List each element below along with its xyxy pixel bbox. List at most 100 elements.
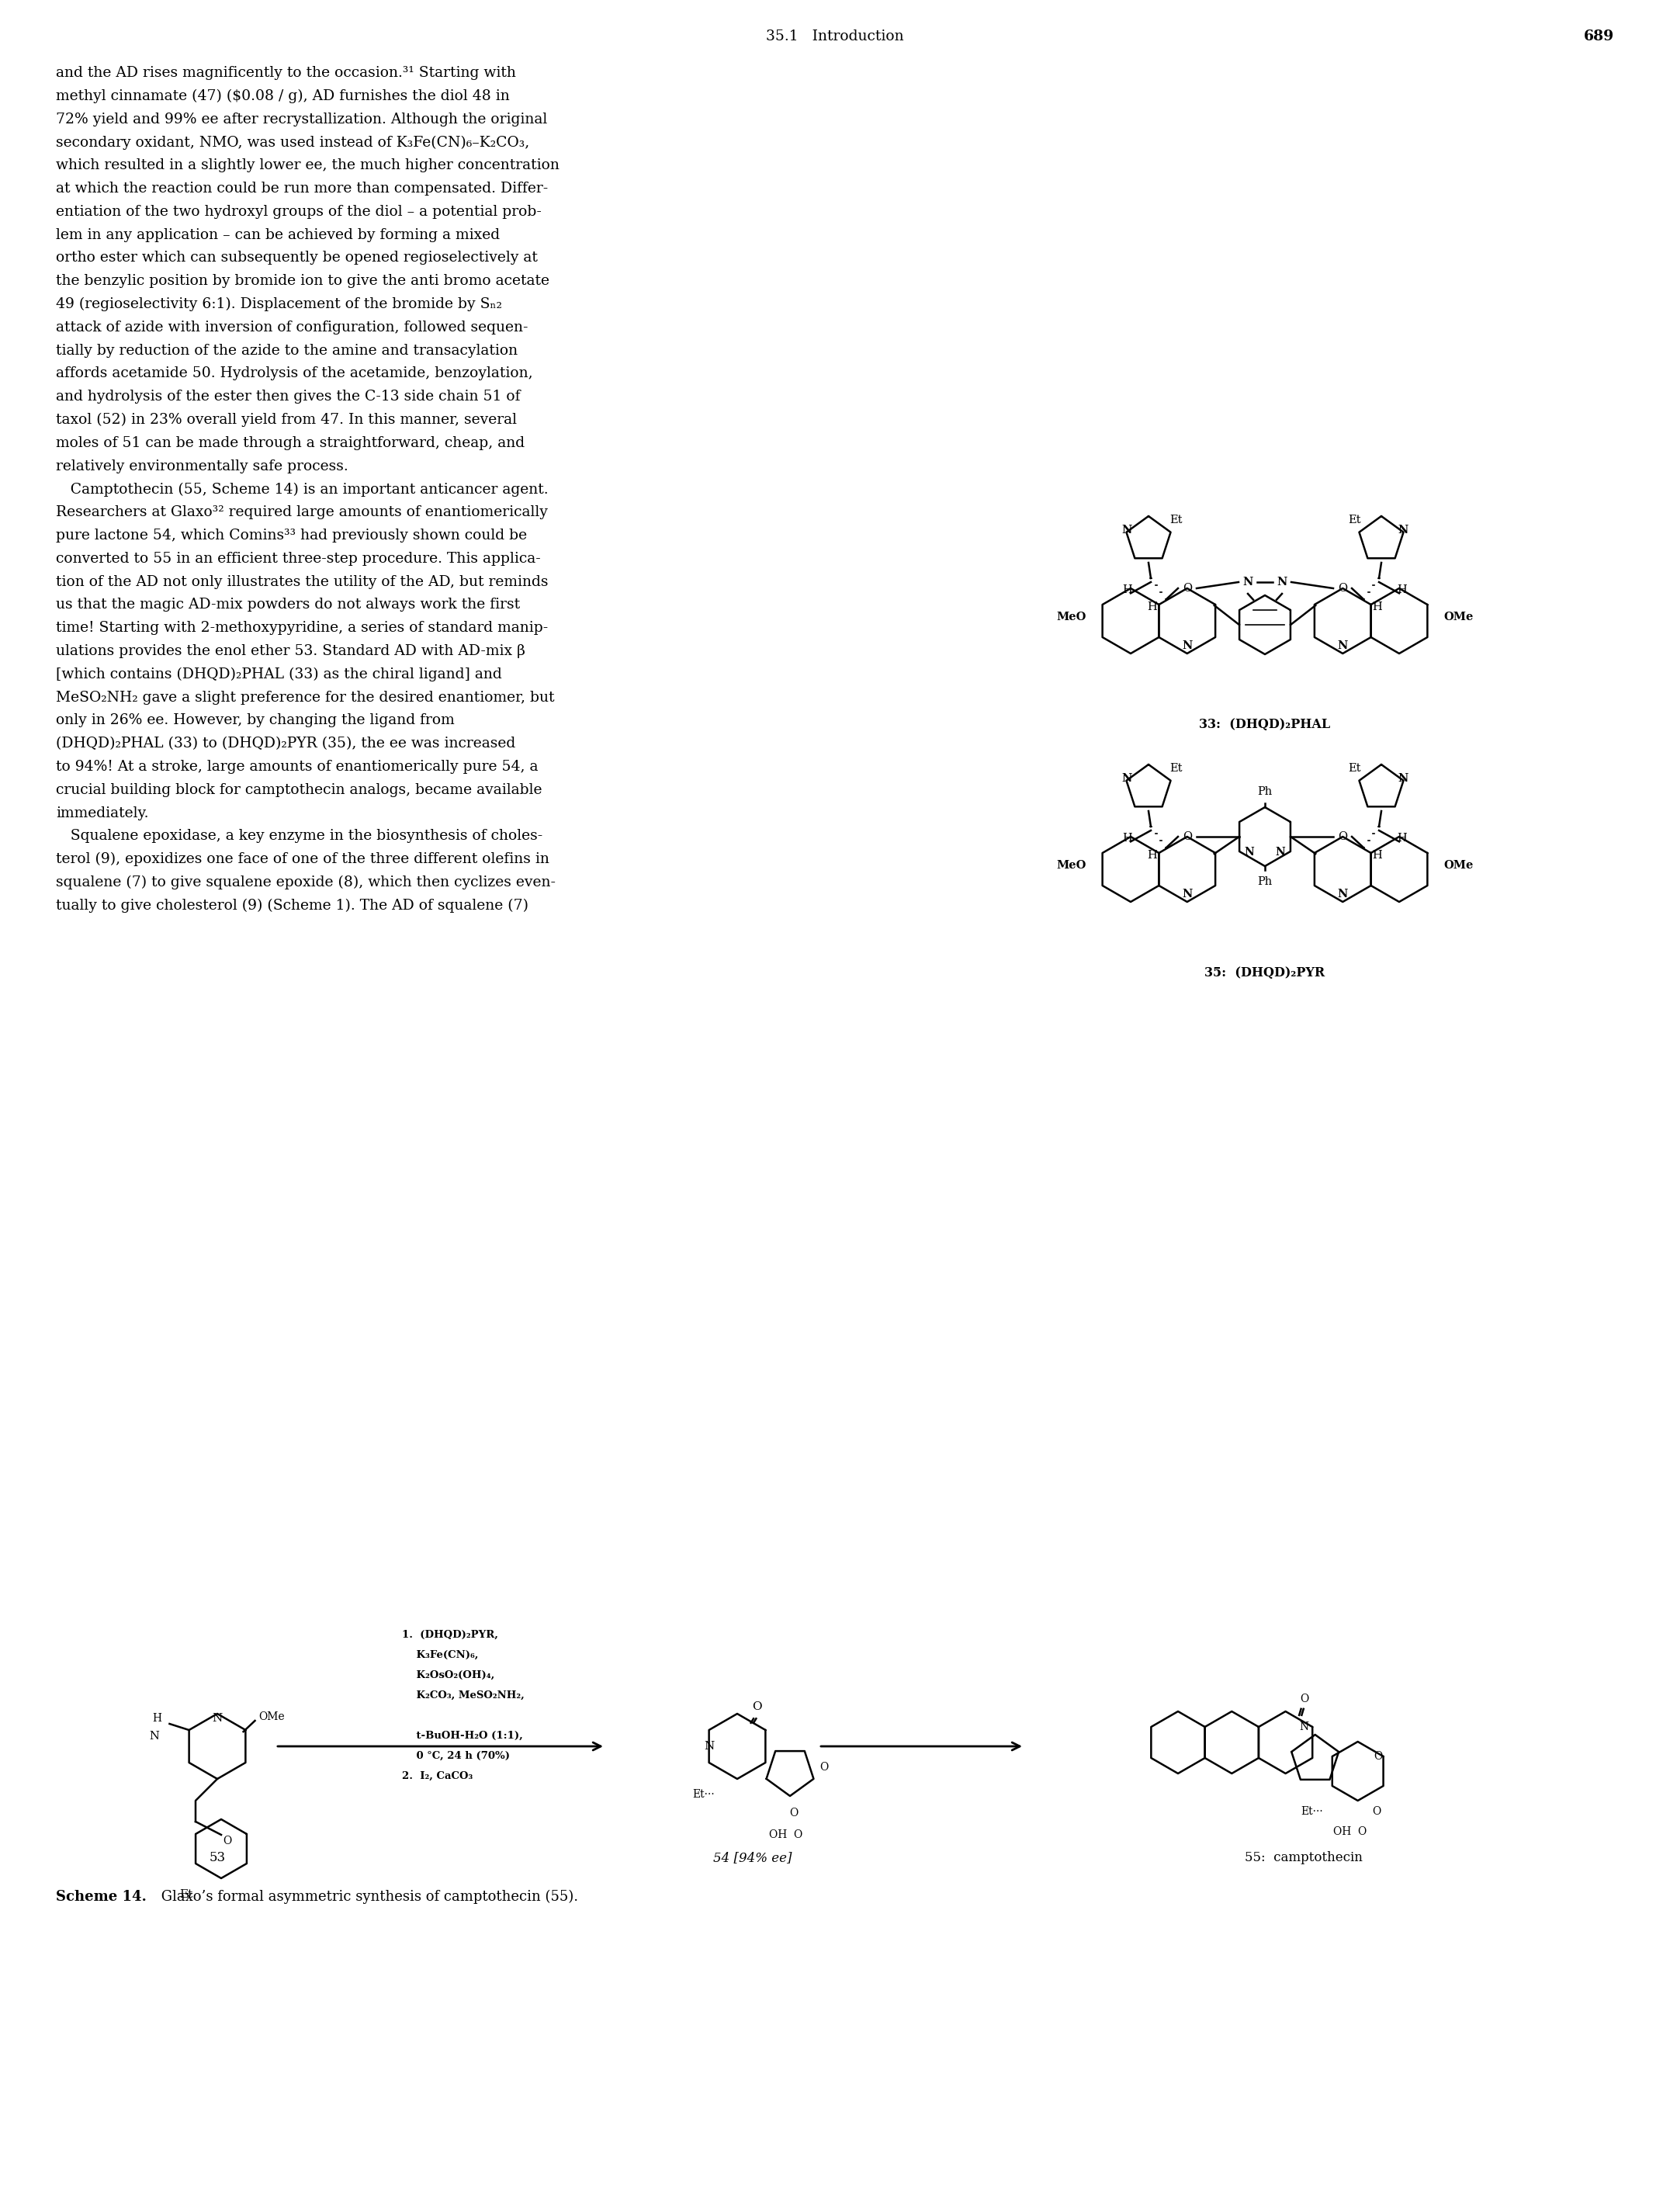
Text: secondary oxidant, NMO, was used instead of K₃Fe(CN)₆–K₂CO₃,: secondary oxidant, NMO, was used instead… <box>55 135 529 150</box>
Text: ulations provides the enol ether 53. Standard AD with AD-mix β: ulations provides the enol ether 53. Sta… <box>55 644 526 659</box>
Text: 0 °C, 24 h (70%): 0 °C, 24 h (70%) <box>401 1752 509 1761</box>
Text: affords acetamide 50. Hydrolysis of the acetamide, benzoylation,: affords acetamide 50. Hydrolysis of the … <box>55 367 533 380</box>
Text: Squalene epoxidase, a key enzyme in the biosynthesis of choles-: Squalene epoxidase, a key enzyme in the … <box>55 830 543 843</box>
Text: N: N <box>1182 639 1192 650</box>
Text: K₃Fe(CN)₆,: K₃Fe(CN)₆, <box>401 1650 478 1661</box>
Text: H: H <box>1122 584 1132 595</box>
Text: N: N <box>1278 577 1288 588</box>
Text: N: N <box>1338 889 1348 898</box>
Text: terol (9), epoxidizes one face of one of the three different olefins in: terol (9), epoxidizes one face of one of… <box>55 852 549 867</box>
Text: OMe: OMe <box>259 1712 286 1723</box>
Text: N: N <box>1122 524 1132 535</box>
Text: tually to give cholesterol (9) (Scheme 1). The AD of squalene (7): tually to give cholesterol (9) (Scheme 1… <box>55 898 528 914</box>
Text: O: O <box>820 1761 828 1772</box>
Text: 49 (regioselectivity 6:1). Displacement of the bromide by Sₙ₂: 49 (regioselectivity 6:1). Displacement … <box>55 296 503 312</box>
Text: N: N <box>1398 524 1408 535</box>
Text: O: O <box>1338 584 1348 593</box>
Text: K₂OsO₂(OH)₄,: K₂OsO₂(OH)₄, <box>401 1670 494 1681</box>
Text: Camptothecin (55, Scheme 14) is an important anticancer agent.: Camptothecin (55, Scheme 14) is an impor… <box>55 482 548 495</box>
Text: and hydrolysis of the ester then gives the C-13 side chain 51 of: and hydrolysis of the ester then gives t… <box>55 389 521 405</box>
Text: MeSO₂NH₂ gave a slight preference for the desired enantiomer, but: MeSO₂NH₂ gave a slight preference for th… <box>55 690 554 703</box>
Text: N: N <box>1338 639 1348 650</box>
Text: t-BuOH-H₂O (1:1),: t-BuOH-H₂O (1:1), <box>401 1730 523 1741</box>
Text: N: N <box>1182 889 1192 898</box>
Text: N: N <box>1244 847 1254 858</box>
Text: N: N <box>1276 847 1286 858</box>
Text: Et···: Et··· <box>691 1790 715 1801</box>
Text: OMe: OMe <box>1443 860 1473 872</box>
Text: crucial building block for camptothecin analogs, became available: crucial building block for camptothecin … <box>55 783 543 796</box>
Text: H: H <box>152 1712 162 1723</box>
Text: H: H <box>1122 832 1132 843</box>
Text: 1.  (DHQD)₂PYR,: 1. (DHQD)₂PYR, <box>401 1630 498 1639</box>
Text: H: H <box>1398 832 1408 843</box>
Text: [which contains (DHQD)₂PHAL (33) as the chiral ligand] and: [which contains (DHQD)₂PHAL (33) as the … <box>55 668 503 681</box>
Text: 35:  (DHQD)₂PYR: 35: (DHQD)₂PYR <box>1204 967 1324 980</box>
Text: ortho ester which can subsequently be opened regioselectively at: ortho ester which can subsequently be op… <box>55 250 538 265</box>
Text: Et: Et <box>1348 763 1361 774</box>
Text: O: O <box>1182 832 1192 843</box>
Text: Et: Et <box>1169 763 1182 774</box>
Text: 72% yield and 99% ee after recrystallization. Although the original: 72% yield and 99% ee after recrystalliza… <box>55 113 548 126</box>
Text: 2.  I₂, CaCO₃: 2. I₂, CaCO₃ <box>401 1772 473 1781</box>
Text: N: N <box>703 1741 715 1752</box>
Text: relatively environmentally safe process.: relatively environmentally safe process. <box>55 460 349 473</box>
Text: Et: Et <box>1348 515 1361 526</box>
Text: attack of azide with inversion of configuration, followed sequen-: attack of azide with inversion of config… <box>55 321 528 334</box>
Text: tion of the AD not only illustrates the utility of the AD, but reminds: tion of the AD not only illustrates the … <box>55 575 548 588</box>
Text: immediately.: immediately. <box>55 805 149 821</box>
Text: K₂CO₃, MeSO₂NH₂,: K₂CO₃, MeSO₂NH₂, <box>401 1690 524 1701</box>
Text: H: H <box>1373 602 1383 613</box>
Text: 33:  (DHQD)₂PHAL: 33: (DHQD)₂PHAL <box>1199 719 1331 732</box>
Text: squalene (7) to give squalene epoxide (8), which then cyclizes even-: squalene (7) to give squalene epoxide (8… <box>55 876 556 889</box>
Text: H: H <box>1373 849 1383 860</box>
Text: H: H <box>1147 849 1157 860</box>
Text: N: N <box>149 1730 159 1741</box>
Text: at which the reaction could be run more than compensated. Differ-: at which the reaction could be run more … <box>55 181 548 195</box>
Text: only in 26% ee. However, by changing the ligand from: only in 26% ee. However, by changing the… <box>55 714 454 728</box>
Text: 689: 689 <box>1583 29 1615 44</box>
Text: and the AD rises magnificently to the occasion.³¹ Starting with: and the AD rises magnificently to the oc… <box>55 66 516 80</box>
Text: N: N <box>212 1712 222 1723</box>
Text: N: N <box>1398 772 1408 783</box>
Text: MeO: MeO <box>1057 611 1087 622</box>
Text: entiation of the two hydroxyl groups of the diol – a potential prob-: entiation of the two hydroxyl groups of … <box>55 206 541 219</box>
Text: time! Starting with 2-methoxypyridine, a series of standard manip-: time! Starting with 2-methoxypyridine, a… <box>55 622 548 635</box>
Text: O: O <box>790 1807 798 1818</box>
Text: Scheme 14.: Scheme 14. <box>55 1889 147 1905</box>
Text: O: O <box>1182 584 1192 593</box>
Text: taxol (52) in 23% overall yield from 47. In this manner, several: taxol (52) in 23% overall yield from 47.… <box>55 414 516 427</box>
Text: OMe: OMe <box>1443 611 1473 622</box>
Text: O: O <box>224 1836 232 1847</box>
Text: OH  O: OH O <box>770 1829 803 1840</box>
Text: O: O <box>1373 1807 1381 1816</box>
Text: moles of 51 can be made through a straightforward, cheap, and: moles of 51 can be made through a straig… <box>55 436 524 449</box>
Text: to 94%! At a stroke, large amounts of enantiomerically pure 54, a: to 94%! At a stroke, large amounts of en… <box>55 761 538 774</box>
Text: N: N <box>1122 772 1132 783</box>
Text: O: O <box>1338 832 1348 843</box>
Text: lem in any application – can be achieved by forming a mixed: lem in any application – can be achieved… <box>55 228 499 241</box>
Text: 55:  camptothecin: 55: camptothecin <box>1244 1851 1363 1865</box>
Text: 53: 53 <box>209 1851 225 1865</box>
Text: methyl cinnamate (47) ($0.08 / g), AD furnishes the diol 48 in: methyl cinnamate (47) ($0.08 / g), AD fu… <box>55 88 509 104</box>
Text: 54 [94% ee]: 54 [94% ee] <box>713 1851 792 1865</box>
Text: H: H <box>1147 602 1157 613</box>
Text: MeO: MeO <box>1057 860 1087 872</box>
Text: O: O <box>1374 1752 1383 1761</box>
Text: N: N <box>1242 577 1252 588</box>
Text: OH  O: OH O <box>1333 1827 1366 1838</box>
Text: us that the magic AD-mix powders do not always work the first: us that the magic AD-mix powders do not … <box>55 597 519 613</box>
Text: (DHQD)₂PHAL (33) to (DHQD)₂PYR (35), the ee was increased: (DHQD)₂PHAL (33) to (DHQD)₂PYR (35), the… <box>55 737 516 750</box>
Text: pure lactone 54, which Comins³³ had previously shown could be: pure lactone 54, which Comins³³ had prev… <box>55 529 528 542</box>
Text: Et: Et <box>180 1889 194 1900</box>
Text: tially by reduction of the azide to the amine and transacylation: tially by reduction of the azide to the … <box>55 343 518 358</box>
Text: Et···: Et··· <box>1301 1805 1323 1816</box>
Text: converted to 55 in an efficient three-step procedure. This applica-: converted to 55 in an efficient three-st… <box>55 551 541 566</box>
Text: O: O <box>752 1701 762 1712</box>
Text: 35.1   Introduction: 35.1 Introduction <box>767 29 903 44</box>
Text: Ph: Ph <box>1258 785 1273 796</box>
Text: Researchers at Glaxo³² required large amounts of enantiomerically: Researchers at Glaxo³² required large am… <box>55 504 548 520</box>
Text: which resulted in a slightly lower ee, the much higher concentration: which resulted in a slightly lower ee, t… <box>55 159 559 173</box>
Text: the benzylic position by bromide ion to give the anti bromo acetate: the benzylic position by bromide ion to … <box>55 274 549 288</box>
Text: Glaxo’s formal asymmetric synthesis of camptothecin (55).: Glaxo’s formal asymmetric synthesis of c… <box>157 1889 578 1905</box>
